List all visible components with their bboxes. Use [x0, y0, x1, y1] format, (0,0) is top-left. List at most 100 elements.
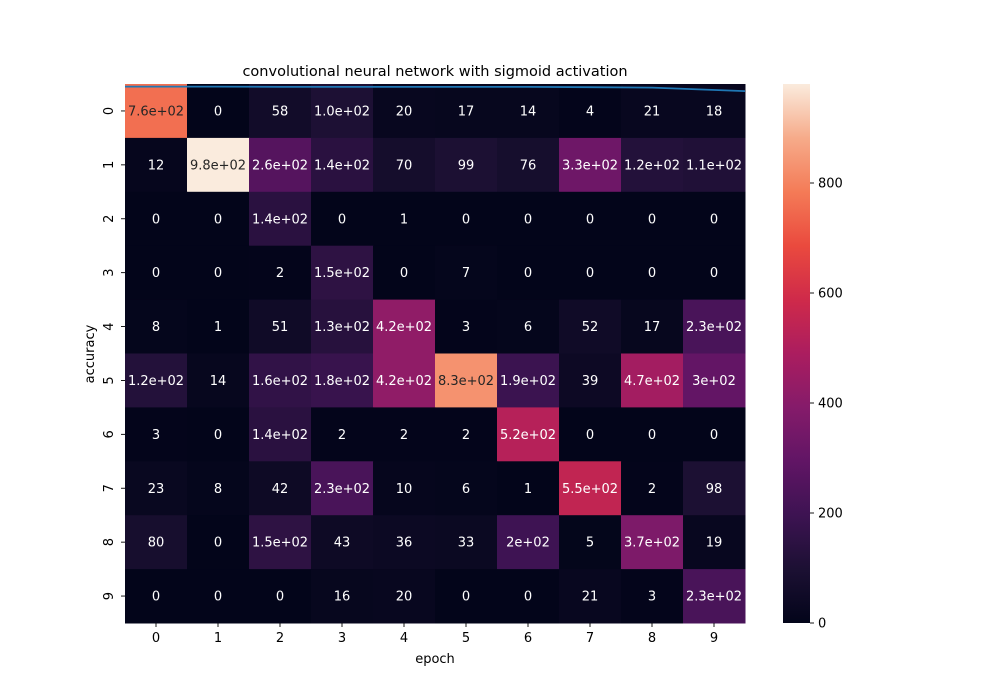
heatmap-cell — [559, 569, 622, 624]
heatmap-cell — [125, 569, 188, 624]
heatmap-cell — [497, 137, 560, 193]
cell-annotation: 98 — [706, 482, 723, 497]
accuracy-line — [125, 85, 746, 92]
cell-annotation: 16 — [334, 590, 351, 605]
heatmap-cell — [559, 515, 622, 570]
x-tick-label: 5 — [462, 631, 470, 646]
x-tick-label: 0 — [152, 631, 160, 646]
cell-annotation: 0 — [214, 266, 222, 281]
cell-annotation: 2.3e+02 — [686, 590, 742, 605]
heatmap-cell — [187, 137, 250, 193]
heatmap-cell — [187, 191, 250, 247]
x-tick-label: 9 — [710, 631, 718, 646]
cell-annotation: 70 — [396, 158, 413, 173]
heatmap-cell — [497, 461, 560, 516]
heatmap-cell — [559, 353, 622, 408]
cell-annotation: 1 — [524, 482, 532, 497]
heatmap-cell — [311, 84, 374, 139]
cell-annotation: 2.6e+02 — [252, 158, 308, 173]
heatmap-cell — [559, 191, 622, 247]
cell-annotation: 0 — [462, 212, 470, 227]
cell-annotation: 43 — [334, 536, 351, 551]
cell-annotation: 0 — [524, 590, 532, 605]
cell-annotation: 1.2e+02 — [624, 158, 680, 173]
heatmap-cell — [621, 245, 684, 301]
y-tick-label: 3 — [102, 269, 117, 277]
heatmap-cell — [311, 569, 374, 624]
heatmap-cell — [249, 461, 312, 516]
heatmap-cell — [621, 569, 684, 624]
heatmap-cell — [373, 191, 436, 247]
cell-annotation: 4 — [586, 104, 594, 119]
heatmap-cell — [187, 353, 250, 408]
cell-annotation: 0 — [586, 212, 594, 227]
cell-annotation: 0 — [152, 266, 160, 281]
heatmap-cell — [497, 191, 560, 247]
heatmap-cell — [249, 137, 312, 193]
cell-annotation: 2 — [462, 428, 470, 443]
colorbar-tick-label: 0 — [818, 617, 826, 632]
cell-annotation: 2 — [648, 482, 656, 497]
heatmap-cell — [621, 407, 684, 462]
y-tick-label: 8 — [102, 538, 117, 546]
y-axis-ticks: 0 1 2 3 4 5 6 7 8 9 — [102, 107, 125, 600]
colorbar-tick-label: 200 — [818, 507, 843, 522]
cell-annotation: 0 — [586, 266, 594, 281]
cell-annotation: 0 — [214, 590, 222, 605]
heatmap-cell — [125, 515, 188, 570]
cell-annotation: 3 — [462, 320, 470, 335]
heatmap-cell — [435, 137, 498, 193]
cell-annotation: 52 — [582, 320, 599, 335]
cell-annotation: 1.2e+02 — [128, 374, 184, 389]
heatmap-cell — [683, 137, 746, 193]
heatmap-cell — [125, 191, 188, 247]
heatmap-cell — [621, 137, 684, 193]
cell-annotation: 0 — [400, 266, 408, 281]
cell-annotation: 5.2e+02 — [500, 428, 556, 443]
heatmap-cell — [249, 245, 312, 301]
y-tick-label: 2 — [102, 215, 117, 223]
cell-annotation: 5 — [586, 536, 594, 551]
cell-annotation: 1.1e+02 — [686, 158, 742, 173]
heatmap-cell — [125, 84, 188, 139]
cell-annotation: 1.0e+02 — [314, 104, 370, 119]
heatmap-cell — [373, 407, 436, 462]
heatmap-cell — [683, 299, 746, 354]
heatmap-cell — [435, 515, 498, 570]
cell-annotation: 1 — [400, 212, 408, 227]
cell-annotation: 8 — [152, 320, 160, 335]
cell-annotation: 3.7e+02 — [624, 536, 680, 551]
heatmap-cell — [187, 299, 250, 354]
heatmap-cell — [435, 84, 498, 139]
x-tick-label: 8 — [648, 631, 656, 646]
cell-annotation: 0 — [276, 590, 284, 605]
cell-annotation: 0 — [152, 590, 160, 605]
y-tick-label: 7 — [102, 484, 117, 492]
heatmap-cell — [621, 461, 684, 516]
heatmap-cell — [187, 569, 250, 624]
y-tick-label: 6 — [102, 430, 117, 438]
heatmap-cell — [559, 245, 622, 301]
x-tick-label: 1 — [214, 631, 222, 646]
cell-annotation: 0 — [214, 104, 222, 119]
cell-annotation: 7.6e+02 — [128, 104, 184, 119]
heatmap-cell — [621, 299, 684, 354]
cell-annotation: 0 — [152, 212, 160, 227]
cell-annotation: 99 — [458, 158, 475, 173]
heatmap-cell — [373, 461, 436, 516]
cell-annotation: 17 — [644, 320, 661, 335]
cell-annotation: 1.4e+02 — [252, 212, 308, 227]
heatmap-cell — [435, 461, 498, 516]
cell-annotation: 80 — [148, 536, 165, 551]
heatmap-cell — [249, 299, 312, 354]
cell-annotation: 1.4e+02 — [314, 158, 370, 173]
heatmap-cell — [373, 515, 436, 570]
cell-annotation: 21 — [582, 590, 599, 605]
heatmap-cell — [435, 299, 498, 354]
heatmap-cell — [683, 461, 746, 516]
cell-annotation: 42 — [272, 482, 289, 497]
heatmap-cell — [559, 407, 622, 462]
heatmap-cell — [311, 299, 374, 354]
heatmap-cell — [311, 515, 374, 570]
